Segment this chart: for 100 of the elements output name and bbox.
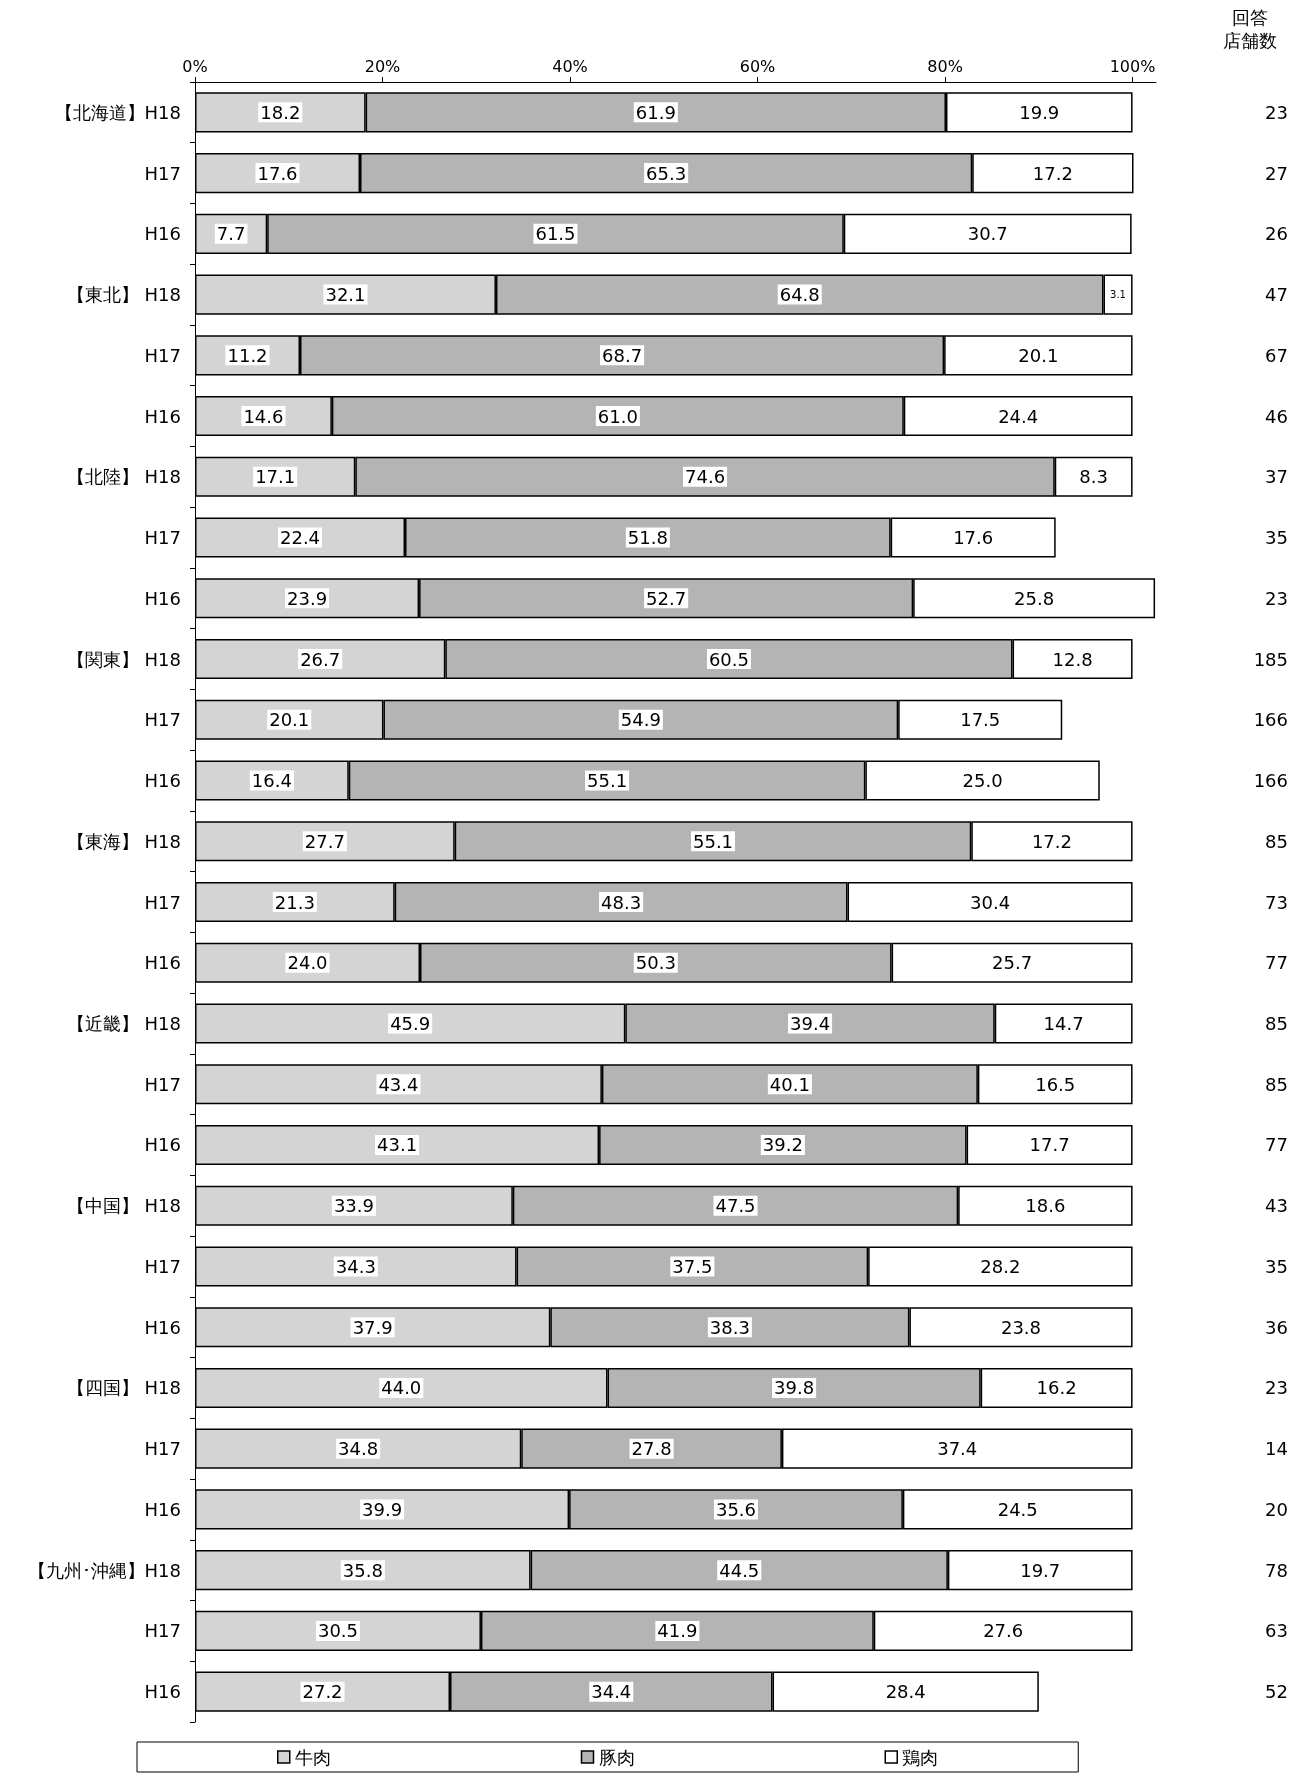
text: 14 <box>1265 1438 1288 1460</box>
x-tick-label: 60% <box>739 56 776 76</box>
data-label: 18.6 <box>1025 1195 1066 1217</box>
data-label: 35.6 <box>715 1498 757 1520</box>
data-label: 51.8 <box>627 527 668 549</box>
data-label: 39.9 <box>362 1498 403 1520</box>
legend-label: 豚肉 <box>598 1746 635 1768</box>
data-label: 45.9 <box>390 1012 431 1034</box>
text: 46 <box>1265 405 1288 427</box>
data-label: 27.7 <box>304 830 345 852</box>
data-label: 24.4 <box>998 405 1039 427</box>
y-tick-label: 【東北】 H18 <box>66 284 181 306</box>
y-tick-label: H16 <box>144 223 181 245</box>
data-label: 25.0 <box>962 770 1003 792</box>
text: 37 <box>1265 466 1288 488</box>
text: 85 <box>1265 1012 1288 1034</box>
data-label: 39.4 <box>790 1012 831 1034</box>
text: 店舗数 <box>1223 29 1277 51</box>
data-label: 44.5 <box>719 1559 760 1581</box>
data-label: 17.5 <box>960 709 1001 731</box>
text: 43 <box>1265 1195 1288 1217</box>
data-label: 60.5 <box>708 648 749 670</box>
data-label: 27.6 <box>983 1620 1024 1642</box>
data-label: 47.5 <box>715 1195 756 1217</box>
y-tick-label: H17 <box>144 1073 181 1095</box>
data-label: 17.7 <box>1029 1134 1070 1156</box>
text: 85 <box>1265 1073 1288 1095</box>
y-tick-label: H17 <box>144 527 181 549</box>
y-tick-label: H17 <box>144 1438 181 1460</box>
text: 47 <box>1265 284 1288 306</box>
text: 52 <box>1265 1681 1288 1703</box>
y-tick-label: H16 <box>144 1316 181 1338</box>
y-tick-label: 【北海道】H18 <box>54 101 181 123</box>
data-label: 34.3 <box>335 1255 376 1277</box>
data-label: 11.2 <box>227 344 268 366</box>
data-label: 38.3 <box>709 1316 750 1338</box>
text: 185 <box>1253 648 1288 670</box>
text: 166 <box>1253 709 1288 731</box>
data-label: 64.8 <box>779 284 820 306</box>
legend-label: 鶏肉 <box>902 1746 939 1768</box>
data-label: 54.9 <box>620 709 661 731</box>
data-label: 20.1 <box>1018 344 1059 366</box>
data-label: 48.3 <box>601 891 642 913</box>
data-label: 19.7 <box>1020 1559 1061 1581</box>
data-label: 8.3 <box>1079 466 1108 488</box>
data-label: 12.8 <box>1052 648 1093 670</box>
y-tick-label: H16 <box>144 1134 181 1156</box>
data-label: 74.6 <box>684 466 726 488</box>
data-label: 43.4 <box>378 1073 419 1095</box>
data-label: 37.4 <box>937 1438 978 1460</box>
data-label: 14.7 <box>1043 1012 1084 1034</box>
text: 73 <box>1265 891 1288 913</box>
text: 78 <box>1265 1559 1288 1581</box>
text: 63 <box>1265 1620 1288 1642</box>
legend-label: 牛肉 <box>294 1746 331 1768</box>
data-label: 16.2 <box>1036 1377 1077 1399</box>
y-tick-label: H17 <box>144 1620 181 1642</box>
text: 27 <box>1265 162 1288 184</box>
data-label: 25.7 <box>992 952 1033 974</box>
data-label: 17.1 <box>255 466 296 488</box>
data-label: 26.7 <box>300 648 341 670</box>
y-tick-label: 【九州･沖縄】H18 <box>27 1559 181 1581</box>
text: 回答 <box>1232 6 1268 28</box>
data-label: 24.5 <box>997 1498 1038 1520</box>
data-label: 61.0 <box>597 405 638 427</box>
y-tick-label: 【北陸】 H18 <box>66 466 181 488</box>
y-tick-label: H17 <box>144 891 181 913</box>
x-tick-label: 80% <box>927 56 963 76</box>
data-label: 17.2 <box>1032 162 1073 184</box>
data-label: 55.1 <box>587 770 628 792</box>
text: 67 <box>1265 344 1288 366</box>
data-label: 35.8 <box>342 1559 383 1581</box>
y-tick-label: 【四国】 H18 <box>66 1377 181 1399</box>
text: 23 <box>1265 101 1288 123</box>
data-label: 16.5 <box>1035 1073 1076 1095</box>
x-tick-label: 20% <box>364 56 401 76</box>
data-label: 17.6 <box>953 527 994 549</box>
text: 77 <box>1265 952 1288 974</box>
x-tick-label: 100% <box>1109 56 1156 76</box>
y-tick-label: 【近畿】 H18 <box>66 1012 181 1034</box>
text: 26 <box>1265 223 1288 245</box>
y-tick-label: H17 <box>144 162 181 184</box>
data-label: 32.1 <box>325 284 366 306</box>
text: 85 <box>1265 830 1288 852</box>
data-label: 37.9 <box>352 1316 393 1338</box>
y-tick-label: H17 <box>144 709 181 731</box>
data-label: 34.8 <box>338 1438 379 1460</box>
y-tick-label: H16 <box>144 1498 181 1520</box>
data-label: 28.2 <box>980 1255 1021 1277</box>
text: 23 <box>1265 1377 1288 1399</box>
data-label: 37.5 <box>672 1255 713 1277</box>
text: 23 <box>1265 587 1288 609</box>
data-label: 28.4 <box>885 1681 926 1703</box>
y-tick-label: 【中国】 H18 <box>66 1195 181 1217</box>
data-label: 41.9 <box>657 1620 698 1642</box>
data-label: 44.0 <box>381 1377 422 1399</box>
text: 36 <box>1265 1316 1288 1338</box>
data-label: 50.3 <box>635 952 676 974</box>
data-label: 43.1 <box>377 1134 418 1156</box>
data-label: 34.4 <box>591 1681 632 1703</box>
